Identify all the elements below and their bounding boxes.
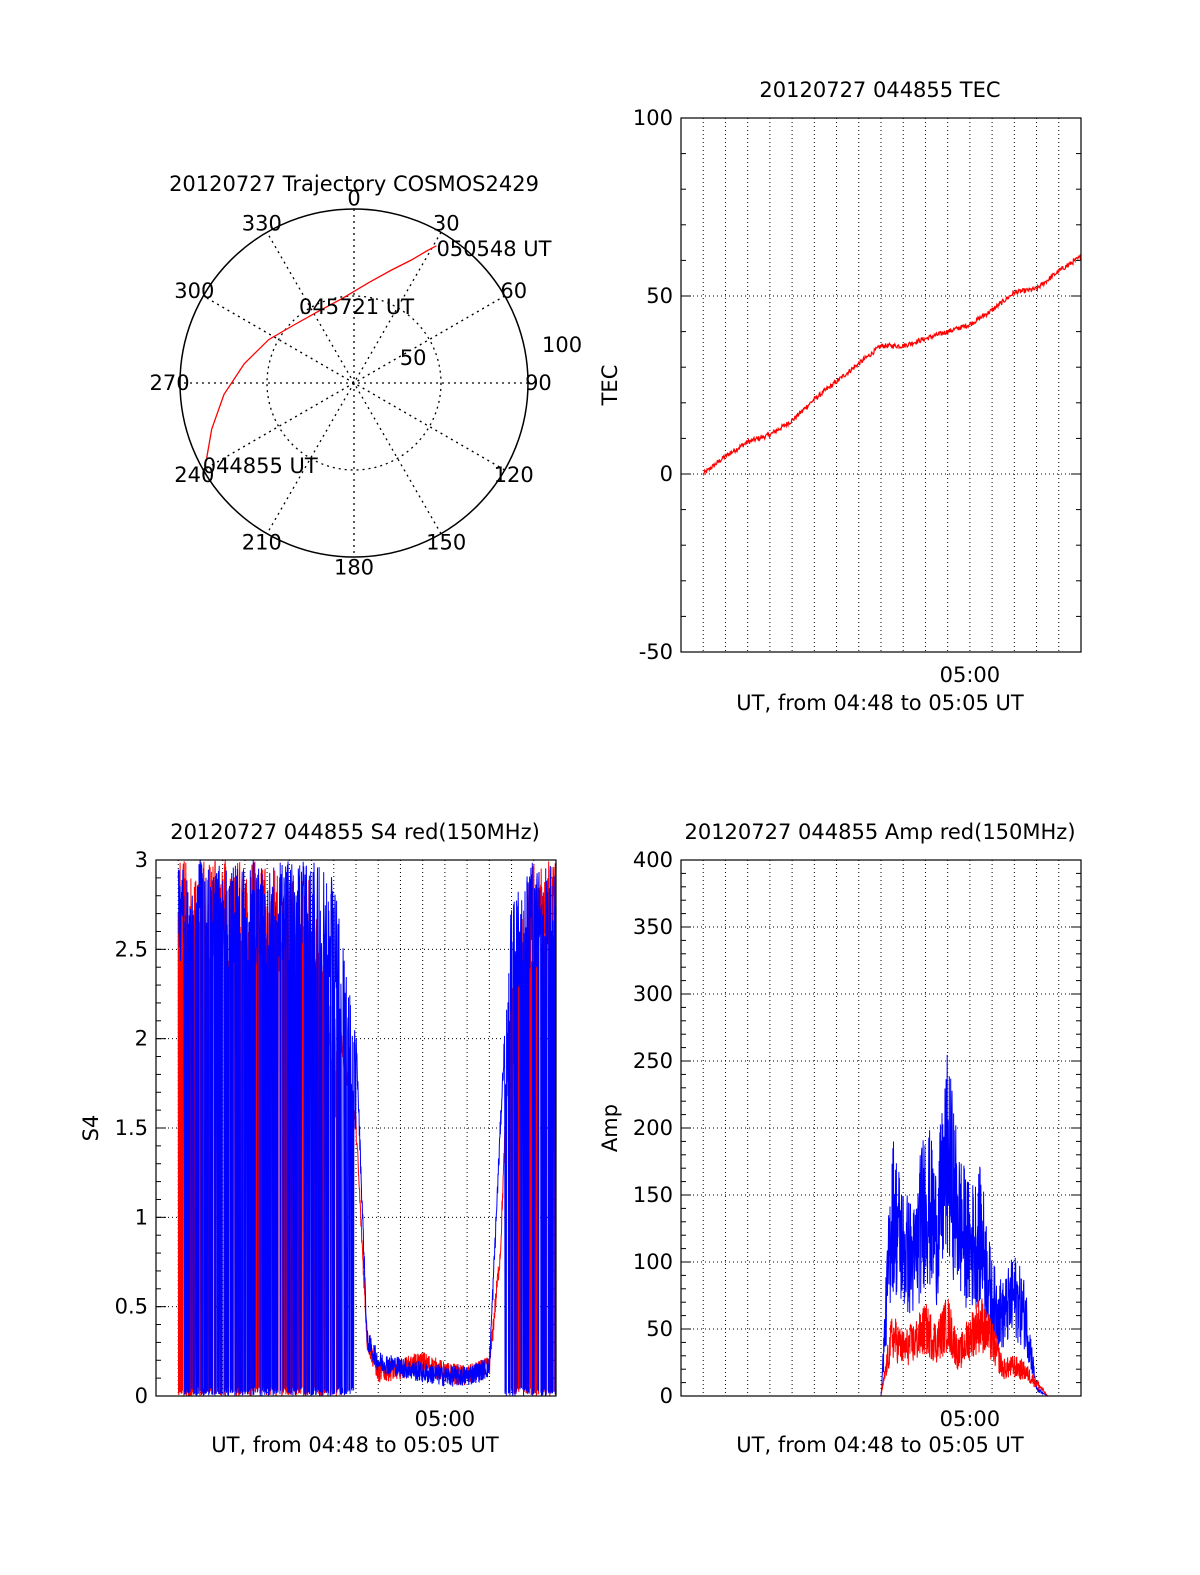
s4-title: 20120727 044855 S4 red(150MHz)	[170, 820, 540, 844]
y-tick-label-100: 100	[633, 106, 673, 130]
polar-spoke	[266, 231, 442, 535]
trajectory-polar-chart: 20120727 Trajectory COSMOS2429 0 30 60 90 12…	[150, 172, 583, 579]
azimuth-label-270: 270	[150, 371, 190, 395]
amp-xlabel: UT, from 04:48 to 05:05 UT	[736, 1433, 1024, 1457]
azimuth-label-90: 90	[525, 371, 552, 395]
azimuth-label-210: 210	[242, 531, 282, 555]
tec-xlabel: UT, from 04:48 to 05:05 UT	[736, 691, 1024, 715]
polar-inner-circle	[266, 295, 442, 471]
x-tick-label: 05:00	[940, 663, 1001, 687]
plot-frame	[680, 117, 1082, 653]
y-tick-label-50: 50	[646, 284, 673, 308]
trajectory-track	[206, 245, 437, 459]
y-tick-label-400: 400	[633, 848, 673, 872]
trajectory-title: 20120727 Trajectory COSMOS2429	[169, 172, 539, 196]
amp-ylabel: Amp	[598, 1104, 622, 1152]
radial-tick-50: 50	[400, 346, 427, 370]
azimuth-label-300: 300	[174, 279, 214, 303]
y-tick-label-350: 350	[633, 915, 673, 939]
azimuth-label-330: 330	[242, 211, 282, 235]
y-tick-label-0: 0	[660, 1384, 673, 1408]
y-tick-label-3: 3	[135, 848, 148, 872]
x-tick-label: 05:00	[940, 1407, 1001, 1431]
series-blue	[177, 860, 557, 1397]
y-tick-label-0: 0	[660, 462, 673, 486]
y-tick-label-50: 50	[646, 1317, 673, 1341]
y-tick-label-150: 150	[633, 1183, 673, 1207]
s4-chart: 20120727 044855 S4 red(150MHz) UT, from …	[79, 820, 557, 1457]
tec-ylabel: TEC	[598, 365, 622, 407]
amp-title: 20120727 044855 Amp red(150MHz)	[684, 820, 1075, 844]
y-tick-label-100: 100	[633, 1250, 673, 1274]
azimuth-label-120: 120	[494, 463, 534, 487]
y-tick-label--50: -50	[639, 640, 673, 664]
y-tick-label-200: 200	[633, 1116, 673, 1140]
amp-chart: 20120727 044855 Amp red(150MHz) UT, from…	[598, 820, 1082, 1457]
y-tick-label-0: 0	[135, 1384, 148, 1408]
azimuth-label-60: 60	[500, 279, 527, 303]
plot-frame	[155, 859, 557, 1397]
y-tick-label-1: 1	[135, 1205, 148, 1229]
azimuth-label-240: 240	[174, 463, 214, 487]
s4-xlabel: UT, from 04:48 to 05:05 UT	[211, 1433, 499, 1457]
azimuth-label-0: 0	[347, 187, 360, 211]
azimuth-label-180: 180	[334, 555, 374, 579]
y-tick-label-300: 300	[633, 982, 673, 1006]
time-label: 045721 UT	[299, 295, 414, 319]
plot-frame	[680, 859, 1082, 1397]
y-tick-label-2.5: 2.5	[115, 937, 148, 961]
y-tick-label-0.5: 0.5	[115, 1295, 148, 1319]
azimuth-label-30: 30	[433, 211, 460, 235]
radial-tick-100: 100	[542, 333, 582, 357]
tec-chart: 20120727 044855 TEC UT, from 04:48 to 05…	[598, 78, 1082, 715]
y-tick-label-1.5: 1.5	[115, 1116, 148, 1140]
azimuth-label-150: 150	[426, 531, 466, 555]
tec-title: 20120727 044855 TEC	[759, 78, 1000, 102]
y-tick-label-250: 250	[633, 1049, 673, 1073]
time-label: 044855 UT	[203, 454, 318, 478]
series-red	[177, 860, 557, 1397]
s4-ylabel: S4	[79, 1115, 103, 1142]
time-label: 050548 UT	[436, 237, 551, 261]
series-red	[702, 253, 1082, 477]
y-tick-label-2: 2	[135, 1027, 148, 1051]
x-tick-label: 05:00	[415, 1407, 476, 1431]
